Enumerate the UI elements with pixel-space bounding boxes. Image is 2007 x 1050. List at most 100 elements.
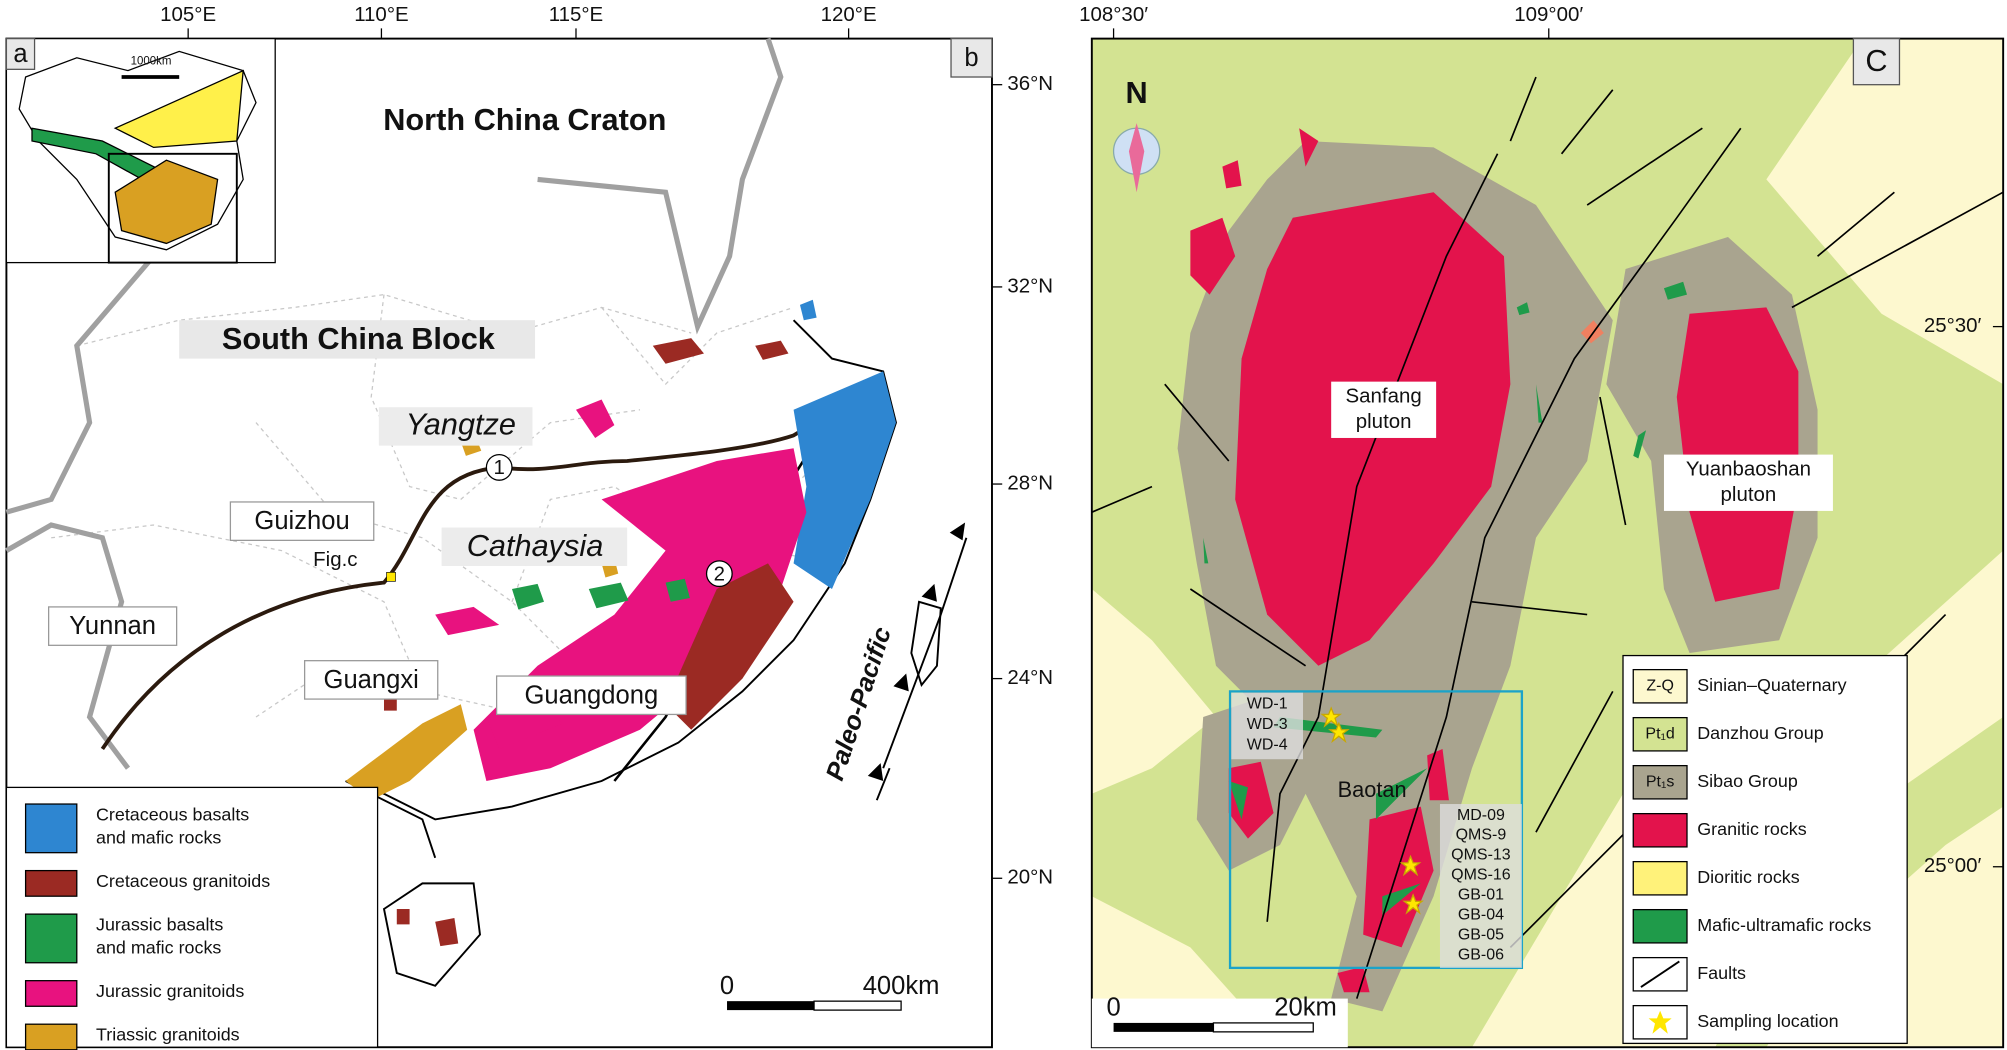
star-symbol (1648, 1010, 1672, 1034)
suture (100, 379, 885, 751)
legend-label: Cretaceous basalts (96, 804, 249, 824)
sample-label: QMS-13 (1451, 847, 1511, 864)
legend-label: Sibao Group (1697, 771, 1798, 791)
legend-swatch (1632, 812, 1688, 848)
label-bg (179, 320, 536, 359)
label-bg (1663, 454, 1833, 511)
marker (705, 560, 733, 588)
legend-label: and mafic rocks (96, 827, 221, 847)
sample-label: WD-4 (1247, 736, 1288, 753)
inset-scale: 1000km (131, 56, 172, 68)
scale-label: 400km (863, 972, 940, 1000)
legend-label: Danzhou Group (1697, 723, 1823, 743)
legend-label: Jurassic granitoids (96, 981, 244, 1001)
label-box (1852, 37, 1901, 86)
legend-label: and mafic rocks (96, 937, 221, 957)
legend-swatch (24, 980, 78, 1007)
lon-label: 110°E (354, 3, 408, 26)
legend-symbol: Z-Q (1646, 677, 1674, 694)
craton-label: North China Craton (383, 102, 666, 137)
pluton-label: pluton (1721, 483, 1777, 506)
legend-swatch (24, 869, 78, 897)
legend-label: Granitic rocks (1697, 819, 1806, 839)
sample-label: QMS-9 (1456, 827, 1507, 844)
label-bg (441, 527, 628, 566)
lat-label: 24°N (1007, 666, 1053, 689)
legend-swatch (1632, 716, 1688, 752)
fault-symbol (1640, 960, 1680, 988)
label-box (303, 660, 439, 700)
place-label: Guangdong (524, 681, 658, 709)
sample-stars (1320, 706, 1424, 915)
lon-label: 105°E (160, 3, 216, 26)
lon-label: 120°E (821, 3, 877, 26)
labels: Sanfang pluton Yuanbaoshan pluton Baotan WD-1… (1231, 381, 1833, 968)
legend-label: Faults (1697, 963, 1746, 983)
lat-label: 25°00′ (1924, 854, 1982, 877)
baotan-label: Baotan (1338, 777, 1407, 802)
label-bg (378, 407, 533, 446)
sample-label: GB-05 (1458, 927, 1504, 944)
legend-label: Sinian–Quaternary (1697, 675, 1846, 695)
sample-label: GB-04 (1458, 907, 1504, 924)
label-box (5, 37, 36, 70)
legend-symbol: Pt₁d (1645, 725, 1674, 742)
scale-label: 0 (720, 972, 734, 1000)
lon-label: 108°30′ (1079, 3, 1148, 26)
legend-swatch (24, 913, 78, 964)
cathaysia-label: Cathaysia (467, 528, 604, 563)
scale-label: 20km (1274, 994, 1337, 1022)
sample-label: QMS-16 (1451, 867, 1511, 884)
legend-swatch (1632, 668, 1688, 704)
sample-label: GB-01 (1458, 887, 1504, 904)
sample-label: WD-3 (1247, 716, 1288, 733)
granite (1190, 128, 1449, 993)
panel-label: C (1865, 43, 1887, 78)
label-box (47, 606, 178, 646)
legend-swatch (24, 803, 78, 854)
legend-label: Mafic-ultramafic rocks (1697, 915, 1871, 935)
label-bg (1439, 804, 1522, 968)
trench (875, 537, 968, 801)
label-box (950, 37, 993, 78)
place-label: Guizhou (254, 507, 349, 535)
label-bg (1231, 692, 1304, 760)
yangtze-label: Yangtze (406, 407, 516, 442)
fig-c-marker (386, 572, 396, 582)
label-bg (1331, 381, 1437, 438)
legend-symbol: Pt₁s (1646, 773, 1675, 790)
label-box (495, 675, 687, 716)
legend-label: Cretaceous granitoids (96, 871, 270, 891)
north-arrow: N (1112, 75, 1161, 193)
scale-bar: 0 400km (720, 972, 940, 1011)
scale-label: 0 (1106, 994, 1120, 1022)
panel-label: a (13, 40, 28, 68)
marker-label: 1 (493, 456, 504, 479)
panel-b: 1000km a b North China Craton South Chin… (5, 3, 1053, 1050)
sample-label: GB-06 (1458, 947, 1504, 964)
lat-label: 25°30′ (1924, 314, 1982, 337)
label-box (229, 501, 375, 541)
pluton-label: pluton (1356, 410, 1412, 433)
ticks: 105°E 110°E 115°E 120°E 36°N 32°N 28°N 24°N 20°N (160, 3, 1053, 889)
panel-c: Sanfang pluton Yuanbaoshan pluton Baotan WD-1… (1079, 3, 2005, 1049)
yuanbaoshan (1676, 307, 1799, 602)
pluton-label: Sanfang (1346, 384, 1422, 407)
panel-label: b (964, 44, 978, 72)
figc-label: Fig.c (313, 548, 357, 571)
legend-label: Jurassic basalts (96, 914, 223, 934)
lat-label: 28°N (1007, 471, 1053, 494)
legend-label: Dioritic rocks (1697, 867, 1800, 887)
legend-label: Sampling location (1697, 1011, 1838, 1031)
lat-label: 36°N (1007, 72, 1053, 95)
pluton-label: Yuanbaoshan (1686, 457, 1811, 480)
lat-label: 20°N (1007, 866, 1053, 889)
legend-swatch (1632, 860, 1688, 896)
lat-label: 32°N (1007, 274, 1053, 297)
inset: 1000km (5, 37, 276, 264)
north-label: N (1126, 75, 1148, 110)
legend-swatch (1632, 764, 1688, 800)
sample-label: WD-1 (1247, 695, 1288, 712)
faults (1091, 76, 2004, 999)
